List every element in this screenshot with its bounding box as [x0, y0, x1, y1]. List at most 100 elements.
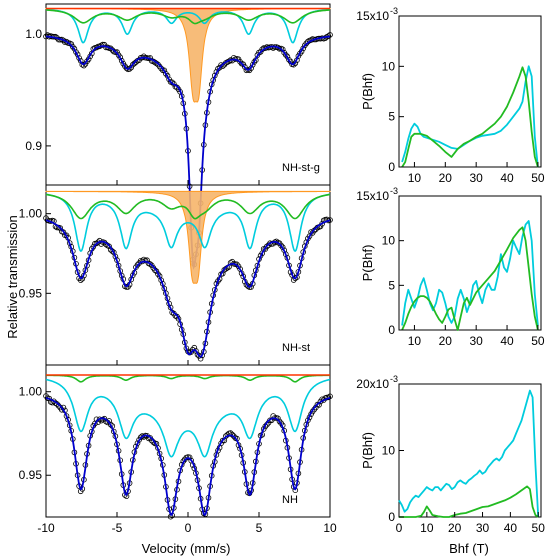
data-point [300, 45, 307, 52]
data-point [235, 263, 242, 270]
fit-line [45, 219, 331, 358]
data-point [327, 217, 333, 223]
data-point [147, 261, 153, 267]
plot-frame [398, 15, 542, 168]
data-point [276, 418, 283, 425]
y-max-label: 15x10 [356, 189, 389, 203]
x-tick-label: 30 [469, 171, 483, 185]
data-point [251, 59, 258, 65]
sample-label: NH-st-g [282, 162, 320, 174]
mossbauer-panel-nh-st-g: 0.9 1.0 NH-st-g [25, 3, 333, 270]
x-tick-label: 30 [469, 334, 483, 348]
x-tick-label: -5 [112, 521, 123, 535]
fit-line [45, 397, 331, 516]
data-point [219, 437, 226, 444]
x-tick-label: 0 [396, 521, 403, 535]
x-tick-label: 20 [448, 521, 462, 535]
x-tick-label: 10 [408, 334, 422, 348]
x-tick-label: 50 [532, 521, 546, 535]
data-point [106, 243, 112, 250]
y-tick-label: 1.0 [25, 27, 42, 41]
left-y-axis-label: Relative transmission [5, 215, 20, 339]
y-tick-label: 10 [382, 59, 396, 73]
data-point [282, 52, 289, 58]
data-point [278, 242, 284, 249]
y-max-exponent: -3 [390, 6, 398, 16]
x-tick-label: 10 [323, 521, 337, 535]
data-point [57, 225, 63, 231]
x-tick-label: 10 [420, 521, 434, 535]
data-point [216, 64, 223, 71]
right-x-axis-label: Bhf (T) [449, 541, 489, 556]
distribution-y-axis-label: P(Bhf) [360, 245, 375, 282]
y-max-label: 20x10 [356, 377, 389, 391]
distribution-panel-top: 0 5 10 15x10 -3 10 20 30 40 50 P(Bhf) [356, 6, 545, 185]
x-tick-label: 0 [185, 521, 192, 535]
data-point [267, 417, 273, 424]
x-tick-label: -10 [37, 521, 55, 535]
y-tick-label: 1.00 [19, 207, 43, 221]
data-point [169, 79, 176, 86]
data-point [134, 262, 141, 268]
distribution-panel-middle: 0 5 10 15x10 -3 10 20 30 40 50 P(Bhf) [356, 186, 545, 348]
distribution-panel-bottom: 0 10 20x10 -3 0 10 20 30 40 50 P(Bhf) [356, 374, 545, 535]
data-point [249, 62, 256, 68]
sample-label: NH [282, 494, 298, 506]
y-tick-label: 0.95 [19, 286, 43, 300]
x-tick-label: 20 [439, 334, 453, 348]
doublet-area [45, 7, 331, 103]
data-point [141, 53, 147, 60]
distribution-y-axis-label: P(Bhf) [360, 432, 375, 469]
x-tick-label: 5 [256, 521, 263, 535]
data-point [118, 57, 125, 64]
x-tick-label: 50 [531, 171, 545, 185]
y-max-exponent: -3 [390, 186, 398, 196]
plot-frame [398, 383, 542, 518]
doublet-area [45, 190, 331, 284]
component-line [46, 9, 330, 25]
x-tick-label: 40 [504, 521, 518, 535]
distribution-line [401, 66, 539, 168]
y-tick-label: 0 [388, 323, 395, 337]
data-point [292, 275, 299, 282]
data-point [264, 243, 270, 250]
y-tick-label: 5 [388, 110, 395, 124]
component-line [45, 193, 331, 253]
x-tick-label: 40 [500, 334, 514, 348]
y-tick-label: 0.95 [19, 468, 43, 482]
fit-line [46, 35, 331, 270]
mossbauer-panel-nh: 0.95 1.00 -10 -5 0 5 10 NH [19, 364, 337, 535]
data-point [153, 268, 160, 275]
plot-frame [398, 195, 542, 331]
data-point [107, 45, 114, 52]
sample-label: NH-st [282, 342, 310, 354]
data-point [137, 434, 144, 441]
y-tick-label: 5 [388, 278, 395, 292]
data-point [60, 229, 67, 236]
x-tick-label: 50 [531, 334, 545, 348]
y-tick-label: 1.00 [19, 385, 43, 399]
y-tick-label: 10 [382, 444, 396, 458]
x-tick-label: 40 [500, 171, 514, 185]
y-max-label: 15x10 [356, 9, 389, 23]
component-line [46, 8, 330, 44]
component-line [46, 374, 330, 383]
x-tick-label: 10 [408, 171, 422, 185]
data-point [112, 49, 119, 55]
y-tick-label: 0 [388, 160, 395, 174]
distribution-y-axis-label: P(Bhf) [360, 73, 375, 110]
data-point [63, 38, 70, 45]
distribution-line [398, 389, 540, 518]
data-point [242, 64, 248, 70]
distribution-line [401, 226, 539, 331]
y-tick-label: 0.9 [25, 139, 42, 153]
component-line [45, 193, 331, 220]
left-x-axis-label: Velocity (mm/s) [142, 541, 231, 556]
y-max-exponent: -3 [390, 374, 398, 384]
y-tick-label: 0 [388, 510, 395, 524]
data-point [311, 227, 318, 234]
x-tick-label: 30 [476, 521, 490, 535]
x-tick-label: 20 [439, 171, 453, 185]
distribution-line [401, 220, 539, 326]
